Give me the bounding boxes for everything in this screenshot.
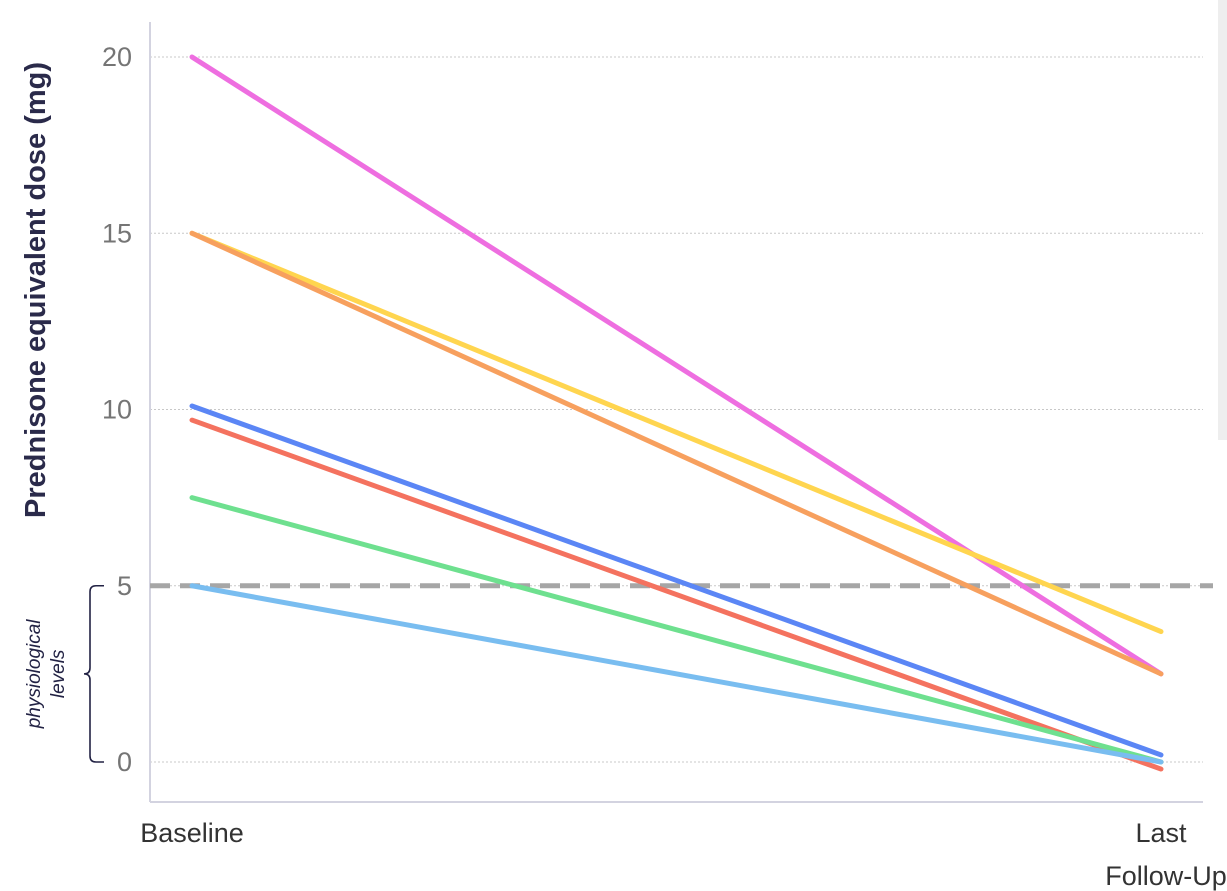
series-lines: [189, 54, 1164, 772]
physiological-levels-annotation: physiological levels: [24, 584, 104, 763]
annotation-bracket: [83, 584, 104, 763]
series-line: [189, 403, 1164, 758]
x-tick-label: Baseline: [140, 818, 244, 848]
y-tick-label: 0: [117, 747, 132, 777]
y-tick-label: 5: [117, 571, 132, 601]
x-tick-labels: Baseline Last Follow-Up: [140, 818, 1227, 891]
y-tick-label: 10: [102, 395, 132, 425]
series-line: [189, 583, 1164, 765]
grid-lines: [150, 56, 1203, 763]
side-scrollbar: [1218, 0, 1227, 440]
series-line: [189, 417, 1164, 772]
y-tick-label: 15: [102, 218, 132, 248]
annotation-label: physiological levels: [24, 619, 69, 730]
y-tick-label: 20: [102, 42, 132, 72]
y-axis-label: Prednisone equivalent dose (mg): [20, 62, 52, 518]
x-tick-label: Last Follow-Up: [1105, 818, 1227, 891]
series-line: [189, 54, 1164, 677]
series-line: [189, 230, 1164, 677]
y-tick-labels: 0 5 10 15 20: [102, 42, 132, 777]
series-line: [189, 230, 1164, 635]
series-line: [189, 495, 1164, 765]
